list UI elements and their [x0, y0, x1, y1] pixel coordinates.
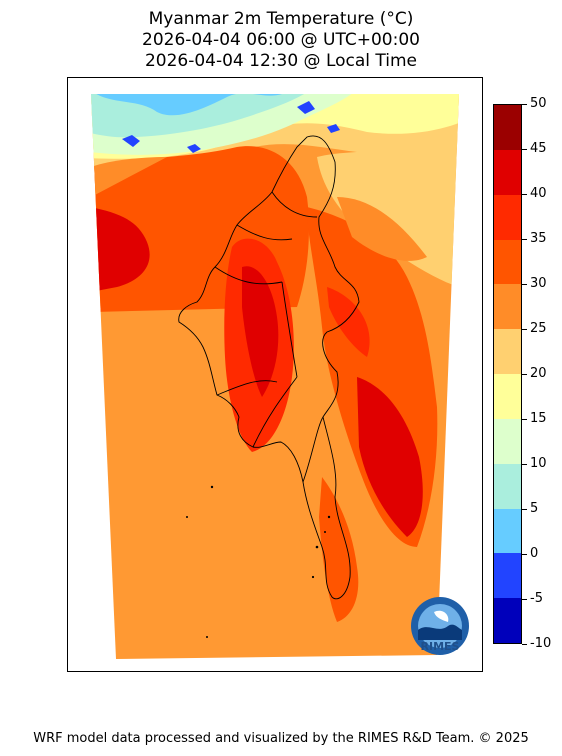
- colorbar-band: [494, 329, 521, 375]
- colorbar-band: [494, 598, 521, 644]
- colorbar-band: [494, 105, 521, 151]
- chart-title-line2: 2026-04-04 06:00 @ UTC+00:00: [142, 30, 420, 50]
- chart-title-line3: 2026-04-04 12:30 @ Local Time: [144, 51, 418, 71]
- colorbar-tick-label: 30: [530, 276, 547, 291]
- colorbar-band: [494, 149, 521, 196]
- colorbar-band: [494, 508, 521, 554]
- colorbar-tick-label: -10: [530, 636, 552, 651]
- colorbar-band: [494, 374, 521, 420]
- colorbar-tick: [522, 599, 527, 600]
- colorbar-tick: [522, 194, 527, 195]
- colorbar-tick-label: -5: [530, 591, 543, 606]
- colorbar-band: [494, 418, 521, 465]
- colorbar-tick: [522, 419, 527, 420]
- colorbar-tick-label: 15: [530, 411, 547, 426]
- colorbar-tick: [522, 644, 527, 645]
- colorbar-tick: [522, 374, 527, 375]
- colorbar-tick: [522, 509, 527, 510]
- colorbar-tick: [522, 104, 527, 105]
- colorbar-tick-label: 40: [530, 186, 547, 201]
- colorbar-tick: [522, 149, 527, 150]
- colorbar-tick-label: 45: [530, 141, 547, 156]
- colorbar-tick-label: 5: [530, 501, 539, 516]
- footer-credit: WRF model data processed and visualized …: [33, 731, 529, 746]
- chart-title-line1: Myanmar 2m Temperature (°C): [148, 9, 414, 29]
- rimes-logo: RIMES: [411, 597, 469, 655]
- colorbar-tick-label: 35: [530, 231, 547, 246]
- colorbar-tick-label: 10: [530, 456, 547, 471]
- colorbar-tick: [522, 284, 527, 285]
- colorbar-tick: [522, 329, 527, 330]
- colorbar-band: [494, 239, 521, 285]
- colorbar-tick: [522, 464, 527, 465]
- colorbar-tick-label: 0: [530, 546, 539, 561]
- colorbar-tick: [522, 239, 527, 240]
- temperature-map: RIMES: [91, 94, 469, 659]
- colorbar-band: [494, 553, 521, 599]
- colorbar: [493, 104, 522, 644]
- rimes-logo-text: RIMES: [421, 640, 460, 653]
- colorbar-band: [494, 284, 521, 330]
- colorbar-tick-label: 50: [530, 96, 547, 111]
- colorbar-tick-label: 20: [530, 366, 547, 381]
- colorbar-band: [494, 463, 521, 509]
- colorbar-band: [494, 194, 521, 240]
- colorbar-tick-label: 25: [530, 321, 547, 336]
- colorbar-tick: [522, 554, 527, 555]
